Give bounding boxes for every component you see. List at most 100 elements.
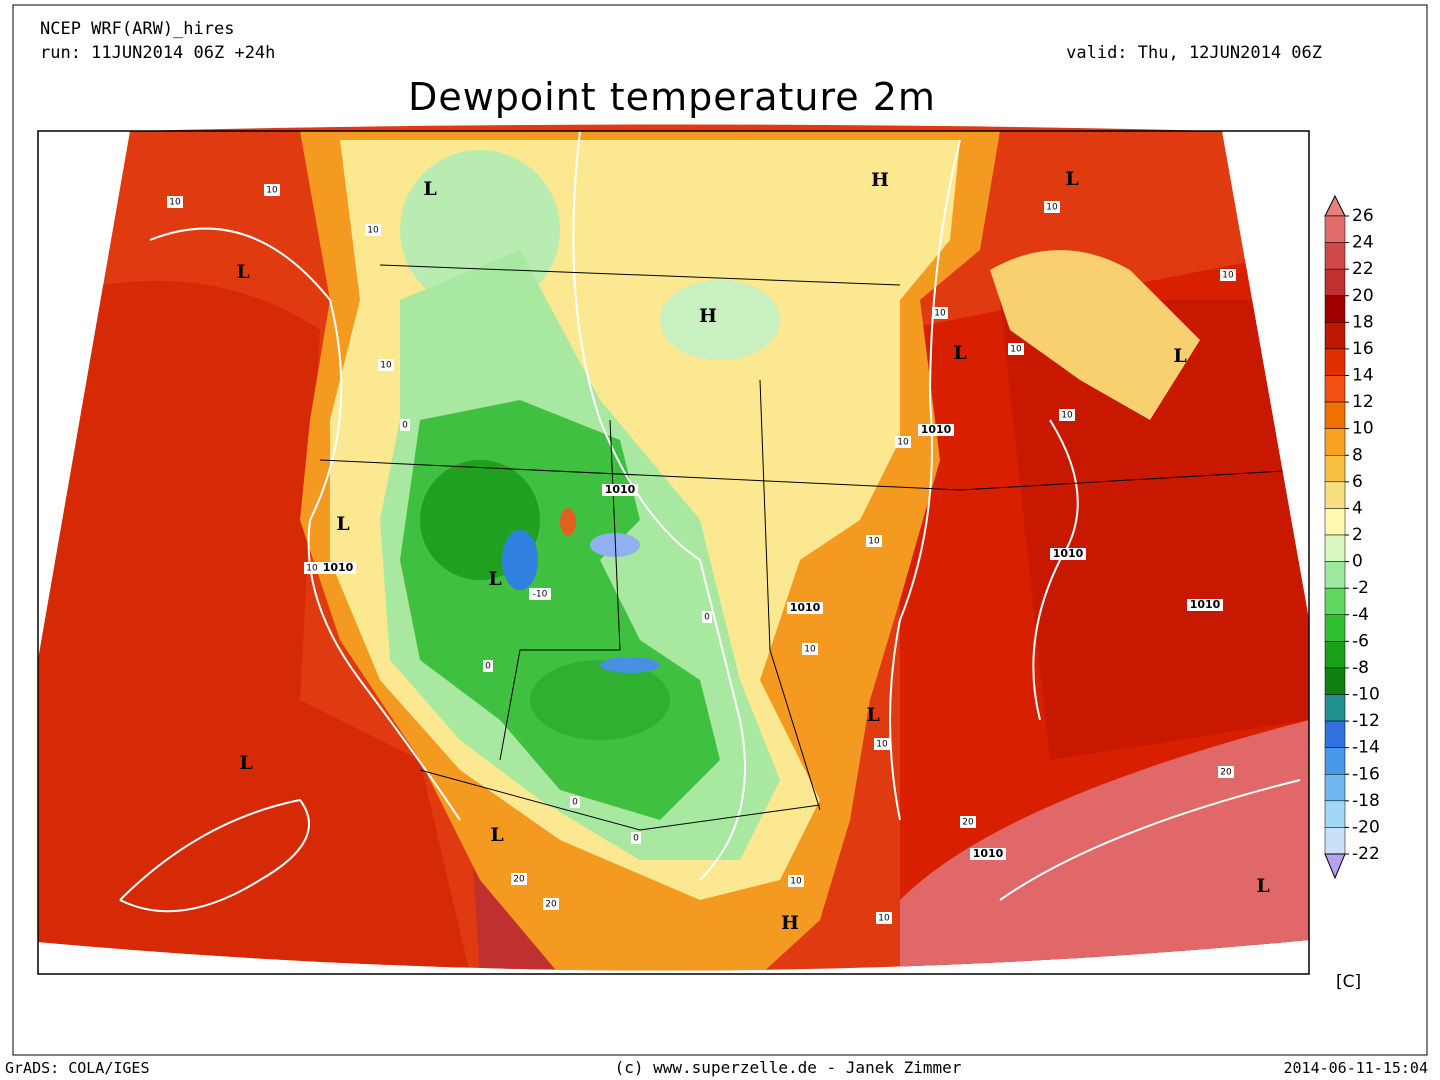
colorbar-bin (1324, 428, 1346, 456)
colorbar-tick-label: -20 (1352, 817, 1380, 837)
colorbar-tick-label: 26 (1352, 206, 1374, 226)
contour-label: 10 (897, 438, 909, 448)
contour-label: 10 (934, 309, 946, 319)
contour-label: 1010 (790, 601, 821, 614)
pressure-center: L (423, 178, 436, 200)
pressure-center: L (239, 752, 252, 774)
label-box (1218, 766, 1234, 778)
pressure-center: L (1173, 345, 1186, 367)
label-box (788, 875, 804, 887)
label-box (365, 224, 381, 236)
model-name: NCEP WRF(ARW)_hires (40, 19, 234, 39)
colorbar-tick-label: 24 (1352, 233, 1374, 253)
contour-label: 0 (572, 798, 578, 808)
colorbar-bin (1324, 242, 1346, 270)
colorbar-bin (1324, 215, 1346, 243)
colorbar-tick-label: 6 (1352, 472, 1363, 492)
label-box (529, 588, 551, 600)
contour-label: 1010 (1053, 547, 1084, 560)
colorbar-tick-label: 10 (1352, 419, 1374, 439)
colorbar-tick-label: -22 (1352, 844, 1380, 864)
pressure-center: L (488, 568, 501, 590)
colorbar-tick-label: -8 (1352, 658, 1369, 678)
label-box (378, 359, 394, 371)
contour-label: 10 (169, 198, 181, 208)
colorbar-bin (1324, 827, 1346, 855)
pressure-center: L (866, 704, 879, 726)
colorbar-bottom-arrow (1324, 853, 1346, 880)
colorbar-bin (1324, 774, 1346, 802)
colorbar-tick-label: -16 (1352, 764, 1380, 784)
label-box (1059, 409, 1075, 421)
contour-label: 1010 (973, 847, 1004, 860)
colorbar-tick-label: 18 (1352, 312, 1374, 332)
colorbar-bin (1324, 720, 1346, 748)
footer-right: 2014-06-11-15:04 (1284, 1059, 1429, 1077)
colorbar-tick-label: -14 (1352, 738, 1380, 758)
label-box (787, 602, 823, 614)
colorbar-tick-label: 20 (1352, 286, 1374, 306)
colorbar-bin (1324, 587, 1346, 616)
colorbar-tick-label: -18 (1352, 791, 1380, 811)
colorbar-tick-label: 0 (1352, 552, 1363, 572)
contour-label: 10 (868, 537, 880, 547)
pressure-center: L (236, 261, 249, 283)
valid-time: valid: Thu, 12JUN2014 06Z (1066, 43, 1322, 63)
label-box (702, 611, 712, 623)
colorbar-bin (1324, 401, 1346, 429)
contour-label: 10 (876, 740, 888, 750)
colorbar-bin (1324, 747, 1346, 775)
colorbar-bin (1324, 481, 1346, 509)
colorbar-tick-label: 12 (1352, 392, 1374, 412)
pressure-center: L (1256, 875, 1269, 897)
label-box (602, 484, 638, 496)
contour-label: 20 (1220, 768, 1232, 778)
contour-label: 20 (962, 818, 974, 828)
colorbar-bin (1324, 375, 1346, 403)
label-box (866, 535, 882, 547)
colorbar-bin (1324, 268, 1346, 296)
colorbar-tick-label: 22 (1352, 259, 1374, 279)
label-box (167, 196, 183, 208)
label-box (304, 562, 320, 574)
colorbar-bin (1324, 561, 1346, 589)
contour-label: 1010 (921, 423, 952, 436)
label-box (932, 307, 948, 319)
pressure-center: H (781, 912, 799, 934)
colorbar-bin (1324, 534, 1346, 562)
colorbar-bin (1324, 641, 1346, 669)
map-field (38, 124, 1309, 971)
contour-label: 0 (485, 662, 491, 672)
footer-center: (c) www.superzelle.de - Janek Zimmer (615, 1058, 962, 1077)
pressure-center: L (1065, 168, 1078, 190)
contour-label: 20 (513, 875, 525, 885)
contour-label: 20 (545, 900, 557, 910)
colorbar-bin (1324, 800, 1346, 828)
contour-label: 10 (1010, 345, 1022, 355)
contour-label: 1010 (1190, 598, 1221, 611)
pressure-center: H (699, 305, 717, 327)
colorbar-bin (1324, 694, 1346, 722)
map-title: Dewpoint temperature 2m (408, 75, 936, 119)
contour-label: 10 (790, 877, 802, 887)
label-box (631, 832, 641, 844)
colorbar-bin (1324, 295, 1346, 323)
contour-label: 10 (1046, 203, 1058, 213)
label-box (1008, 343, 1024, 355)
contour-label: 0 (633, 834, 639, 844)
label-box (970, 848, 1006, 860)
contour-label: 10 (306, 564, 318, 574)
map-frame (37, 130, 1310, 975)
contour-label: 0 (402, 421, 408, 431)
run-time: run: 11JUN2014 06Z +24h (40, 43, 275, 63)
label-box (264, 184, 280, 196)
pressure-center: L (336, 513, 349, 535)
pressure-center: L (490, 824, 503, 846)
colorbar-tick-label: -10 (1352, 685, 1380, 705)
contour-label: 10 (1222, 271, 1234, 281)
footer-left: GrADS: COLA/IGES (5, 1059, 150, 1077)
label-box (895, 436, 911, 448)
colorbar-tick-label: 2 (1352, 525, 1363, 545)
colorbar-bin (1324, 322, 1346, 350)
label-box (874, 738, 890, 750)
